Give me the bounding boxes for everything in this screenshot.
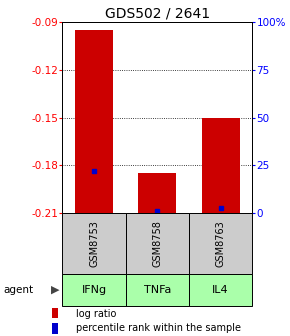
Title: GDS502 / 2641: GDS502 / 2641 <box>105 7 210 21</box>
Bar <box>189 274 252 306</box>
Text: IFNg: IFNg <box>81 285 106 295</box>
Bar <box>62 274 126 306</box>
Bar <box>52 308 58 319</box>
Bar <box>62 213 126 274</box>
Text: GSM8753: GSM8753 <box>89 220 99 267</box>
Bar <box>189 213 252 274</box>
Text: agent: agent <box>3 285 33 295</box>
Text: ▶: ▶ <box>51 285 59 295</box>
Bar <box>75 30 113 213</box>
Text: percentile rank within the sample: percentile rank within the sample <box>77 324 242 333</box>
Text: TNFa: TNFa <box>144 285 171 295</box>
Bar <box>138 173 176 213</box>
Text: GSM8758: GSM8758 <box>152 220 162 267</box>
Text: log ratio: log ratio <box>77 309 117 319</box>
Bar <box>202 118 240 213</box>
Text: IL4: IL4 <box>212 285 229 295</box>
Text: GSM8763: GSM8763 <box>216 220 226 267</box>
Bar <box>126 274 189 306</box>
Bar <box>126 213 189 274</box>
Bar <box>52 323 58 334</box>
